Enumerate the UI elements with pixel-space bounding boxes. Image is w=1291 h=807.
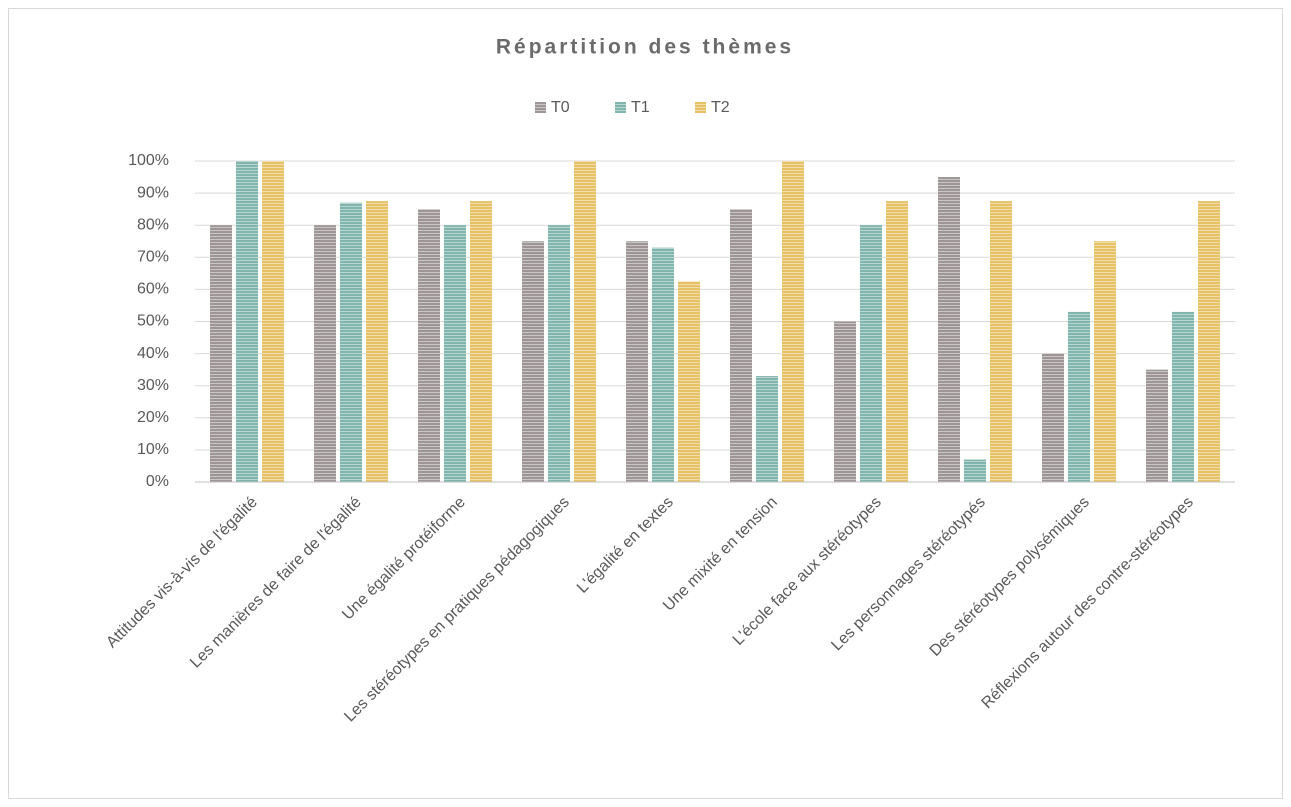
bar (262, 161, 284, 482)
bar (990, 201, 1012, 482)
bar (444, 225, 466, 482)
bar (418, 209, 440, 482)
bar (834, 321, 856, 482)
legend-swatch (535, 102, 546, 113)
bar (1042, 353, 1064, 482)
bar (626, 241, 648, 482)
bar (756, 376, 778, 482)
bar (340, 202, 362, 483)
bar (548, 225, 570, 482)
bar (574, 161, 596, 482)
bar (782, 161, 804, 482)
y-tick-label: 0% (146, 473, 169, 490)
y-tick-label: 30% (137, 377, 169, 394)
legend-label: T2 (711, 99, 730, 116)
y-tick-label: 40% (137, 345, 169, 362)
bar (678, 281, 700, 482)
bar (210, 225, 232, 482)
bar (366, 201, 388, 482)
bar (860, 225, 882, 482)
legend-label: T0 (551, 99, 570, 116)
bar (1146, 369, 1168, 482)
y-tick-label: 70% (137, 249, 169, 266)
y-tick-label: 80% (137, 216, 169, 233)
bar (652, 247, 674, 482)
y-tick-label: 50% (137, 313, 169, 330)
bar (1094, 241, 1116, 482)
bar (314, 225, 336, 482)
bar (1172, 311, 1194, 482)
y-tick-label: 90% (137, 184, 169, 201)
bar (730, 209, 752, 482)
bar (964, 459, 986, 482)
chart-title: Répartition des thèmes (496, 36, 794, 59)
y-tick-label: 20% (137, 409, 169, 426)
y-tick-label: 60% (137, 281, 169, 298)
bar (522, 241, 544, 482)
legend-swatch (695, 102, 706, 113)
y-tick-label: 100% (128, 152, 169, 169)
legend-swatch (615, 102, 626, 113)
bar (938, 177, 960, 483)
bar (1068, 311, 1090, 482)
bar (470, 201, 492, 482)
legend-label: T1 (631, 99, 650, 116)
y-tick-label: 10% (137, 441, 169, 458)
bar (886, 201, 908, 482)
bar (1198, 201, 1220, 482)
bar (236, 161, 258, 482)
